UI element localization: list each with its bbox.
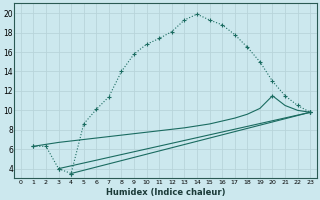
X-axis label: Humidex (Indice chaleur): Humidex (Indice chaleur)	[106, 188, 225, 197]
